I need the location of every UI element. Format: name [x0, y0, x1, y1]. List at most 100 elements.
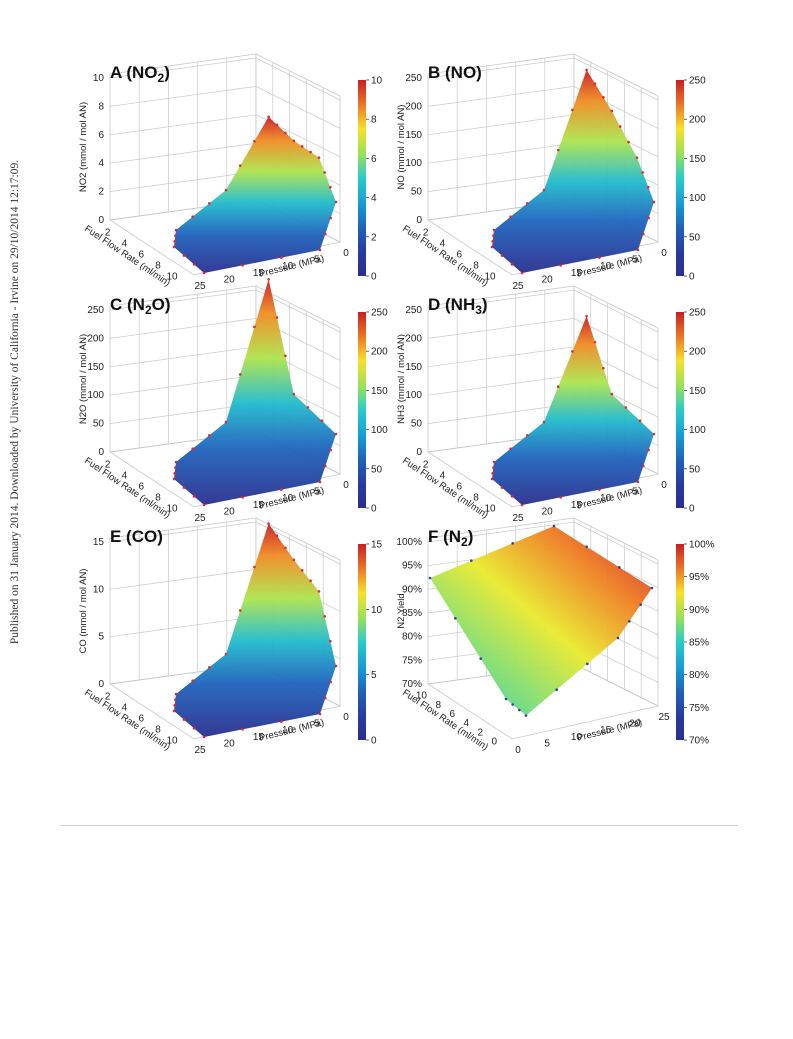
y-tick-label: 8 — [473, 261, 479, 272]
panel-title: F (N2) — [428, 527, 473, 549]
z-tick-label: 200 — [87, 333, 104, 344]
sample-marker — [292, 558, 296, 562]
sample-marker — [329, 680, 332, 684]
colorbar-tick-label: 50 — [371, 464, 383, 475]
sample-marker — [275, 316, 279, 319]
sample-marker — [642, 464, 645, 468]
sample-marker — [552, 524, 556, 528]
sample-marker — [173, 240, 176, 243]
z-tick-label: 0 — [416, 215, 422, 226]
y-tick-label: 8 — [435, 700, 441, 711]
colorbar-tick-label: 15 — [371, 540, 383, 551]
sample-marker — [559, 264, 562, 267]
x-tick-label: 25 — [194, 745, 206, 756]
z-tick-label: 5 — [98, 632, 104, 643]
y-tick-label: 4 — [463, 718, 469, 729]
panel-title: A (NO2) — [110, 63, 170, 85]
chart-panel-3: 0501001502002502468102520151050Pressure … — [396, 285, 706, 524]
x-tick-label: 5 — [314, 487, 320, 498]
sample-marker — [598, 256, 601, 259]
sample-marker — [208, 202, 211, 205]
sample-marker — [334, 200, 338, 204]
colorbar-tick-label: 0 — [689, 272, 695, 283]
z-tick-label: 10 — [93, 584, 105, 595]
sample-marker — [556, 148, 560, 152]
y-tick-label: 6 — [456, 250, 462, 261]
z-tick-label: 10 — [93, 73, 105, 84]
sample-marker — [585, 68, 588, 72]
z-tick-label: 15 — [93, 537, 105, 548]
z-tick-label: 75% — [402, 655, 422, 666]
colorbar-tick-label: 95% — [689, 572, 709, 583]
sample-marker — [172, 245, 176, 249]
chart-panel-1: 0501001502002502468102520151050Pressure … — [396, 53, 706, 292]
y-tick-label: 6 — [138, 482, 144, 493]
colorbar-tick-label: 2 — [371, 232, 377, 243]
sample-marker — [284, 546, 287, 550]
sample-marker — [509, 215, 512, 218]
x-tick-label: 15 — [571, 500, 583, 511]
z-gridline — [427, 289, 659, 333]
colorbar-tick-label: 200 — [689, 115, 706, 126]
sample-marker — [618, 566, 621, 569]
sample-marker — [526, 434, 529, 437]
sample-marker — [492, 460, 496, 464]
sample-marker — [638, 419, 642, 423]
panel-title-main: C (N — [110, 295, 145, 314]
sample-marker — [253, 325, 256, 329]
panel-title-tail: ) — [164, 63, 170, 82]
sample-marker — [317, 156, 321, 159]
sample-marker — [492, 466, 495, 469]
panel-title-tail: O) — [152, 295, 171, 314]
sample-marker — [238, 373, 242, 376]
panel-title-main: D (NH — [428, 295, 475, 314]
colorbar-tick-label: 80% — [689, 670, 709, 681]
colorbar-tick-label: 0 — [371, 504, 377, 515]
z-tick-label: 50 — [93, 419, 105, 430]
sample-marker — [241, 496, 244, 499]
colorbar-tick-label: 150 — [689, 154, 706, 165]
colorbar-tick-label: 10 — [371, 76, 383, 87]
x-tick-label: 20 — [542, 506, 554, 517]
x-tick-label: 5 — [314, 255, 320, 266]
colorbar-tick-label: 200 — [371, 347, 388, 358]
sample-marker — [585, 314, 588, 318]
z-tick-label: 6 — [98, 130, 104, 141]
sample-marker — [650, 586, 654, 590]
colorbar-tick-label: 50 — [689, 232, 701, 243]
z-gridline — [109, 521, 341, 565]
sample-marker — [284, 354, 287, 358]
sample-marker — [320, 419, 324, 423]
sample-marker — [593, 82, 597, 85]
sample-marker — [334, 432, 338, 436]
x-tick-label: 20 — [224, 738, 236, 749]
sample-marker — [292, 139, 296, 143]
y-tick-label: 10 — [166, 736, 178, 747]
colorbar-tick-label: 150 — [689, 386, 706, 397]
surface — [174, 279, 336, 505]
colorbar-tick-label: 0 — [371, 736, 377, 747]
sample-marker — [172, 477, 176, 481]
sample-marker — [202, 271, 206, 275]
panel-title-main: B (NO) — [428, 63, 482, 82]
z-gridline — [109, 289, 341, 333]
x-tick-label: 5 — [632, 255, 638, 266]
colorbar-tick-label: 250 — [371, 308, 388, 319]
sample-marker — [652, 200, 656, 204]
z-axis-label: NO (mmol / mol AN) — [396, 105, 407, 190]
sample-marker — [324, 696, 327, 700]
y-tick-label: 8 — [155, 493, 161, 504]
z-axis-label: CO (mmol / mol AN) — [78, 569, 89, 654]
x-tick-label: 25 — [194, 281, 206, 292]
sample-marker — [238, 609, 242, 612]
colorbar-tick-label: 5 — [371, 670, 377, 681]
sample-marker — [174, 234, 177, 237]
sample-marker — [241, 264, 244, 267]
sample-marker — [555, 688, 558, 691]
sample-marker — [636, 248, 640, 252]
sample-marker — [647, 185, 650, 189]
sample-marker — [491, 472, 494, 475]
sample-marker — [542, 420, 546, 424]
sample-marker — [520, 503, 524, 507]
y-tick-label: 2 — [477, 727, 483, 738]
